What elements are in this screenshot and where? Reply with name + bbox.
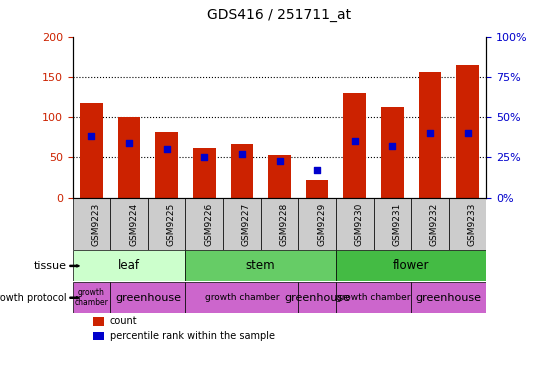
FancyBboxPatch shape	[373, 198, 411, 250]
FancyBboxPatch shape	[110, 198, 148, 250]
Text: GSM9231: GSM9231	[392, 202, 401, 246]
Text: greenhouse: greenhouse	[115, 293, 181, 303]
Text: leaf: leaf	[118, 259, 140, 272]
Point	[312, 167, 321, 173]
FancyBboxPatch shape	[148, 198, 186, 250]
Text: growth
chamber: growth chamber	[74, 288, 108, 307]
FancyBboxPatch shape	[186, 250, 336, 281]
FancyBboxPatch shape	[299, 282, 336, 313]
Text: growth chamber: growth chamber	[337, 293, 411, 302]
Text: GSM9230: GSM9230	[355, 202, 364, 246]
Bar	[80, 104, 103, 198]
Text: tissue: tissue	[34, 261, 67, 271]
Bar	[268, 155, 291, 198]
Text: percentile rank within the sample: percentile rank within the sample	[110, 331, 275, 341]
FancyBboxPatch shape	[411, 282, 486, 313]
FancyBboxPatch shape	[411, 198, 449, 250]
Text: GSM9224: GSM9224	[129, 202, 138, 246]
Text: GSM9223: GSM9223	[92, 202, 101, 246]
Text: GSM9229: GSM9229	[317, 202, 326, 246]
Point	[350, 138, 359, 144]
FancyBboxPatch shape	[73, 282, 110, 313]
Bar	[155, 132, 178, 198]
Bar	[118, 117, 140, 198]
Bar	[93, 332, 104, 340]
Text: stem: stem	[246, 259, 276, 272]
FancyBboxPatch shape	[110, 282, 186, 313]
Text: flower: flower	[393, 259, 429, 272]
Point	[238, 151, 247, 157]
Bar	[381, 108, 404, 198]
FancyBboxPatch shape	[336, 250, 486, 281]
Point	[388, 143, 397, 149]
FancyBboxPatch shape	[186, 198, 223, 250]
Point	[87, 134, 96, 139]
Text: GSM9225: GSM9225	[167, 202, 176, 246]
Point	[125, 140, 134, 146]
FancyBboxPatch shape	[73, 250, 186, 281]
Text: GSM9226: GSM9226	[204, 202, 214, 246]
Text: GSM9232: GSM9232	[430, 202, 439, 246]
FancyBboxPatch shape	[223, 198, 260, 250]
FancyBboxPatch shape	[299, 198, 336, 250]
FancyBboxPatch shape	[449, 198, 486, 250]
FancyBboxPatch shape	[336, 198, 373, 250]
Text: growth chamber: growth chamber	[205, 293, 279, 302]
Text: GSM9228: GSM9228	[280, 202, 288, 246]
Point	[162, 146, 171, 152]
FancyBboxPatch shape	[186, 282, 299, 313]
FancyBboxPatch shape	[73, 198, 110, 250]
FancyBboxPatch shape	[260, 198, 299, 250]
Point	[463, 130, 472, 136]
Point	[275, 158, 284, 164]
Text: GSM9227: GSM9227	[242, 202, 251, 246]
Text: greenhouse: greenhouse	[416, 293, 482, 303]
Point	[200, 154, 209, 160]
Bar	[306, 180, 328, 198]
FancyBboxPatch shape	[336, 282, 411, 313]
Text: GSM9233: GSM9233	[467, 202, 476, 246]
Text: growth protocol: growth protocol	[0, 293, 67, 303]
Bar	[343, 93, 366, 198]
Text: GDS416 / 251711_at: GDS416 / 251711_at	[207, 8, 352, 22]
Point	[425, 130, 434, 136]
Bar	[93, 317, 104, 326]
Bar	[193, 148, 216, 198]
Text: greenhouse: greenhouse	[284, 293, 350, 303]
Bar	[419, 72, 441, 198]
Bar	[231, 144, 253, 198]
Bar	[456, 65, 479, 198]
Text: count: count	[110, 316, 138, 326]
